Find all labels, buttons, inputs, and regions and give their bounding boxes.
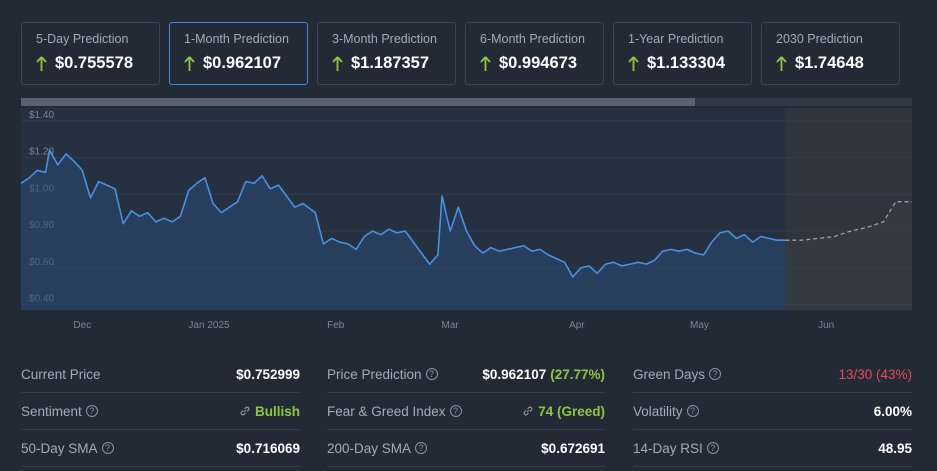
stat-label: 200-Day SMA	[327, 440, 412, 456]
arrow-up-icon	[628, 55, 639, 71]
prediction-cards: 5-Day Prediction $0.755578 1-Month Predi…	[21, 22, 900, 85]
prediction-card-5-day[interactable]: 5-Day Prediction $0.755578	[21, 22, 160, 85]
stats-row: Sentiment? Bullish Fear & Greed Index? 7…	[21, 393, 912, 430]
stat-label: Fear & Greed Index	[327, 403, 446, 419]
stat-fear-greed-index: Fear & Greed Index? 74 (Greed)	[327, 393, 605, 430]
x-tick-label: Apr	[569, 320, 585, 331]
arrow-up-icon	[184, 55, 195, 71]
stats-row: Current Price $0.752999 Price Prediction…	[21, 356, 912, 393]
x-tick-label: Jan 2025	[188, 320, 230, 331]
stat-value: $0.962107	[482, 366, 547, 382]
arrow-up-icon	[332, 55, 343, 71]
prediction-card-3-month[interactable]: 3-Month Prediction $1.187357	[317, 22, 456, 85]
prediction-card-value: $0.962107	[203, 54, 281, 72]
x-tick-label: Dec	[73, 320, 91, 331]
stat-200-day-sma: 200-Day SMA? $0.672691	[327, 430, 605, 467]
chart-range-scrollbar[interactable]	[21, 98, 912, 106]
prediction-card-label: 2030 Prediction	[776, 32, 863, 46]
stat-value: 48.95	[878, 440, 912, 456]
prediction-card-6-month[interactable]: 6-Month Prediction $0.994673	[465, 22, 604, 85]
stat-label: Price Prediction	[327, 366, 422, 382]
x-tick-label: May	[690, 320, 709, 331]
info-icon[interactable]: ?	[686, 405, 699, 417]
prediction-card-value: $1.133304	[647, 54, 725, 72]
stat-label: Green Days	[633, 366, 706, 382]
x-tick-label: Jun	[818, 320, 834, 331]
arrow-up-icon	[776, 55, 787, 71]
prediction-card-label: 1-Month Prediction	[184, 32, 289, 46]
info-icon[interactable]: ?	[85, 405, 98, 417]
x-tick-label: Mar	[442, 320, 460, 331]
arrow-up-icon	[36, 55, 47, 71]
price-chart: $1.40$1.20$1.00$0.80$0.60$0.40DecJan 202…	[21, 108, 912, 338]
forecast-area-fill	[785, 201, 912, 310]
forecast-line	[785, 201, 912, 241]
prediction-card-label: 6-Month Prediction	[480, 32, 585, 46]
info-icon[interactable]: ?	[101, 442, 114, 454]
stat-green-days: Green Days? 13/30 (43%)	[633, 356, 912, 393]
stat-value: $0.716069	[236, 440, 300, 456]
prediction-card-label: 5-Day Prediction	[36, 32, 129, 46]
stat-volatility: Volatility? 6.00%	[633, 393, 912, 430]
y-tick-label: $1.40	[29, 110, 54, 121]
stat-value: 13/30 (43%)	[838, 366, 912, 382]
y-tick-label: $1.20	[29, 147, 54, 158]
stat-value: $0.752999	[236, 366, 300, 382]
info-icon[interactable]: ?	[706, 442, 719, 454]
prediction-card-label: 3-Month Prediction	[332, 32, 437, 46]
info-icon[interactable]: ?	[709, 368, 722, 380]
price-line	[21, 149, 786, 278]
prediction-card-value: $1.74648	[795, 54, 864, 72]
stat-label: Sentiment	[21, 403, 82, 419]
prediction-card-value: $0.994673	[499, 54, 577, 72]
stat-label: Current Price	[21, 366, 101, 382]
x-tick-label: Feb	[327, 320, 345, 331]
sentiment-link[interactable]: Bullish	[239, 404, 300, 419]
stats-row: 50-Day SMA? $0.716069 200-Day SMA? $0.67…	[21, 430, 912, 467]
chart-range-scroll-thumb[interactable]	[21, 98, 695, 106]
stat-label: Volatility	[633, 403, 683, 419]
info-icon[interactable]: ?	[415, 442, 428, 454]
info-icon[interactable]: ?	[449, 405, 462, 417]
prediction-card-2030[interactable]: 2030 Prediction $1.74648	[761, 22, 900, 85]
prediction-card-label: 1-Year Prediction	[628, 32, 724, 46]
prediction-card-value: $1.187357	[351, 54, 429, 72]
stat-value: Bullish	[254, 403, 300, 419]
stat-value: 6.00%	[873, 403, 912, 419]
fear-greed-link[interactable]: 74 (Greed)	[522, 404, 605, 419]
stat-50-day-sma: 50-Day SMA? $0.716069	[21, 430, 300, 467]
stat-sentiment: Sentiment? Bullish	[21, 393, 300, 430]
stat-label: 50-Day SMA	[21, 440, 98, 456]
prediction-card-1-month[interactable]: 1-Month Prediction $0.962107	[169, 22, 308, 85]
prediction-card-1-year[interactable]: 1-Year Prediction $1.133304	[613, 22, 752, 85]
stat-14-day-rsi: 14-Day RSI? 48.95	[633, 430, 912, 467]
price-area-fill	[21, 150, 786, 310]
stat-current-price: Current Price $0.752999	[21, 356, 300, 393]
stats-grid: Current Price $0.752999 Price Prediction…	[21, 356, 912, 467]
info-icon[interactable]: ?	[425, 368, 438, 380]
arrow-up-icon	[480, 55, 491, 71]
price-chart-svg: $1.40$1.20$1.00$0.80$0.60$0.40DecJan 202…	[21, 108, 912, 331]
link-icon	[523, 406, 533, 416]
stat-change-percent: (27.77%)	[550, 366, 605, 382]
prediction-card-value: $0.755578	[55, 54, 133, 72]
link-icon	[240, 406, 250, 416]
stat-price-prediction: Price Prediction? $0.962107 (27.77%)	[327, 356, 605, 393]
stat-label: 14-Day RSI	[633, 440, 703, 456]
stat-value: 74 (Greed)	[538, 403, 605, 419]
stat-value: $0.672691	[541, 440, 605, 456]
